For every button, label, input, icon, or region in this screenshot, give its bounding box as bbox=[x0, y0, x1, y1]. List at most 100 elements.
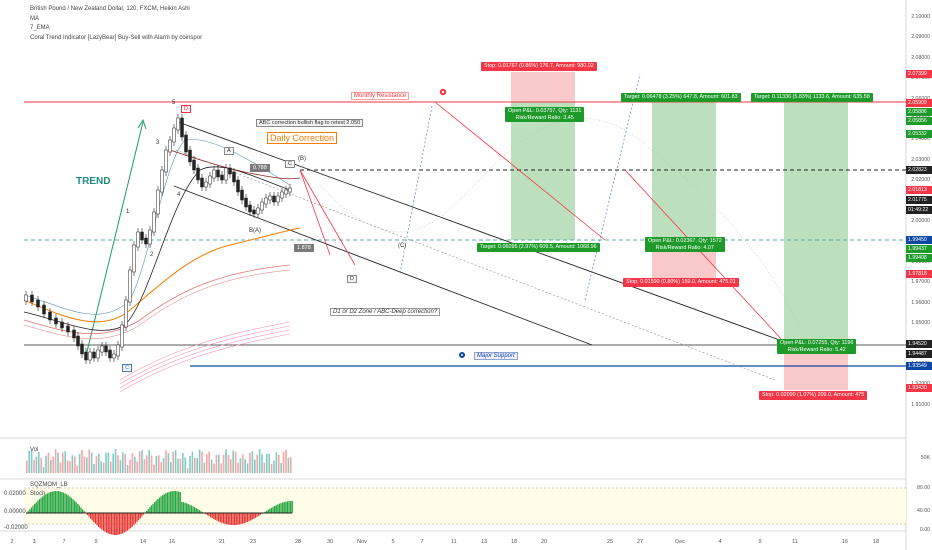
position2-target[interactable]: Target: 0.06478 (3.25%) 647.8, Amount: 6… bbox=[621, 93, 741, 102]
wave-D-label: D bbox=[181, 105, 191, 113]
price-label-2: 2.05909 bbox=[906, 99, 932, 107]
position1-target[interactable]: Target: 0.06095 (2.97%) 609.5, Amount: 1… bbox=[477, 243, 600, 252]
date-axis-tick: 11 bbox=[792, 539, 798, 545]
volume-tick: 50K bbox=[920, 455, 930, 461]
price-label-5: 2.05332 bbox=[906, 130, 932, 138]
price-axis-tick: 2.07000 bbox=[911, 75, 930, 82]
position1-open[interactable]: Open P&L: 0.03757, Qty: 1131 Risk/Reward… bbox=[505, 107, 585, 122]
date-axis-tick: 30 bbox=[326, 539, 334, 545]
price-label-13: 1.97818 bbox=[906, 270, 932, 278]
price-axis-tick: 2.02000 bbox=[911, 177, 930, 184]
ema-legend[interactable]: 7_EMA bbox=[30, 25, 50, 31]
date-axis-tick: 3 bbox=[32, 539, 36, 545]
indicator-legend[interactable]: Coral Trend Indicator [LazyBear] Buy-Sel… bbox=[30, 34, 203, 41]
date-axis-tick: 28 bbox=[294, 539, 302, 545]
date-axis-tick: 16 bbox=[841, 539, 849, 545]
fib-788-label[interactable]: 0.788 bbox=[250, 164, 270, 172]
abc-note[interactable]: ABC correction bullish flag to retest 2.… bbox=[256, 119, 364, 127]
volume-bars bbox=[26, 449, 292, 473]
sqz-value-2: 0.00000 bbox=[4, 509, 26, 515]
projection-path-5 bbox=[624, 169, 785, 343]
major-support-label[interactable]: Major Support bbox=[474, 352, 518, 360]
date-axis-tick: 16 bbox=[168, 539, 176, 545]
heikin-ashi-candles bbox=[24, 114, 292, 364]
position1-loss-zone[interactable] bbox=[511, 72, 575, 102]
position3-open-pl: Open P&L: 0.07255, Qty: 1196 bbox=[780, 340, 854, 346]
date-axis-tick: 18 bbox=[872, 539, 880, 545]
price-label-15: 1.94487 bbox=[906, 350, 932, 358]
price-axis-tick: 1.96000 bbox=[911, 299, 930, 306]
trend-label[interactable]: TREND bbox=[76, 176, 111, 187]
date-axis-tick: 9 bbox=[758, 539, 762, 545]
stoch-tick-0: 0.00 bbox=[919, 527, 930, 533]
date-axis-tick: 2 bbox=[10, 539, 14, 545]
price-axis-tick: 2.03000 bbox=[911, 156, 930, 163]
wave-C-low-label: C bbox=[122, 364, 132, 372]
date-axis-tick: 7 bbox=[62, 539, 66, 545]
date-axis-tick: 13 bbox=[480, 539, 488, 545]
channel-mid-dashed bbox=[175, 149, 776, 381]
price-label-7: 2.01813 bbox=[906, 186, 932, 194]
projection-path-3 bbox=[434, 101, 606, 241]
date-axis-tick: 9 bbox=[94, 539, 98, 545]
position3-target[interactable]: Target: 0.11336 (5.83%) 1133.6, Amount: … bbox=[751, 93, 873, 102]
price-label-17: 1.93430 bbox=[906, 384, 932, 392]
position1-profit-zone[interactable] bbox=[511, 102, 575, 240]
price-axis-tick: 2.06000 bbox=[911, 96, 930, 102]
date-axis-tick: Dec bbox=[675, 539, 685, 545]
price-axis-tick: 2.00000 bbox=[911, 218, 930, 224]
channel-upper bbox=[177, 121, 786, 343]
stoch-label[interactable]: Stoch bbox=[30, 491, 46, 497]
projection-path-2 bbox=[399, 105, 433, 274]
price-label-10: 1.99450 bbox=[906, 236, 932, 244]
volume-label[interactable]: Vol bbox=[30, 447, 39, 453]
price-label-14: 1.94520 bbox=[906, 340, 932, 348]
channel-lower bbox=[173, 185, 593, 346]
chart-legend: British Pound / New Zealand Dollar, 120,… bbox=[30, 5, 202, 43]
date-axis-tick: 21 bbox=[218, 539, 226, 545]
position3-stop[interactable]: Stop: 0.02090 (1.07%) 209.0, Amount: 475 bbox=[759, 391, 868, 400]
date-axis-tick: 20 bbox=[540, 539, 548, 545]
wave-Cc-label: (C) bbox=[398, 243, 407, 249]
date-axis-tick: 27 bbox=[636, 539, 644, 545]
wave-2-label: 2 bbox=[150, 252, 154, 258]
price-axis-tick: 2.08000 bbox=[911, 54, 930, 61]
sqzmom-label[interactable]: SQZMOM_LB bbox=[30, 482, 68, 488]
price-axis-tick: 1.95000 bbox=[911, 320, 930, 326]
date-axis-tick: Nov bbox=[357, 539, 367, 545]
price-axis-tick: 2.04000 bbox=[911, 136, 930, 143]
price-label-6: 2.02823 bbox=[906, 166, 932, 174]
wave-BA-label: B(A) bbox=[249, 228, 261, 234]
date-axis-tick: 5 bbox=[391, 539, 395, 545]
date-axis-tick: 4 bbox=[718, 539, 722, 545]
monthly-resistance-label[interactable]: Monthly Resistance bbox=[351, 92, 410, 100]
price-axis-tick: 1.91000 bbox=[911, 401, 930, 408]
position1-stop[interactable]: Stop: 0.01767 (0.86%) 176.7, Amount: 980… bbox=[481, 62, 597, 71]
position3-profit-zone[interactable] bbox=[784, 102, 848, 342]
position3-rr: Risk/Reward Ratio: 5.42 bbox=[787, 346, 846, 353]
price-label-9: 01:49:22 bbox=[906, 206, 932, 214]
wave-C-top-label: C bbox=[285, 160, 295, 168]
ma-legend[interactable]: MA bbox=[30, 15, 39, 22]
orange-ema bbox=[23, 227, 301, 323]
position3-open[interactable]: Open P&L: 0.07255, Qty: 1196 Risk/Reward… bbox=[777, 339, 857, 354]
fib-1878-label[interactable]: 1.878 bbox=[294, 244, 314, 252]
price-label-1: 2.07399 bbox=[906, 70, 932, 78]
symbol-title[interactable]: British Pound / New Zealand Dollar, 120,… bbox=[30, 6, 190, 12]
position2-rr: Risk/Reward Ratio: 4.07 bbox=[655, 244, 714, 251]
price-axis-tick: 2.10000 bbox=[911, 14, 930, 20]
daily-correction-label[interactable]: Daily Correction bbox=[267, 132, 338, 144]
projection-path-1 bbox=[299, 169, 356, 266]
position2-stop[interactable]: Stop: 0.01590 (0.80%) 159.0, Amount: 475… bbox=[623, 278, 739, 287]
date-axis-tick: 7 bbox=[420, 539, 424, 545]
position2-open[interactable]: Open P&L: 0.02367, Qty: 1572 Risk/Reward… bbox=[645, 237, 725, 252]
price-label-4: 2.05856 bbox=[906, 117, 932, 125]
date-axis-tick: 18 bbox=[510, 539, 518, 545]
position2-profit-zone[interactable] bbox=[652, 102, 716, 240]
d-zone-note[interactable]: D1 or D2 Zone / ABC-Deep correction? bbox=[330, 308, 441, 316]
wave-4-label: 4 bbox=[177, 192, 181, 198]
wave-3-label: 3 bbox=[156, 140, 160, 146]
position2-open-pl: Open P&L: 0.02367, Qty: 1572 bbox=[648, 238, 722, 244]
sqz-value-3: -0.02000 bbox=[4, 525, 28, 531]
